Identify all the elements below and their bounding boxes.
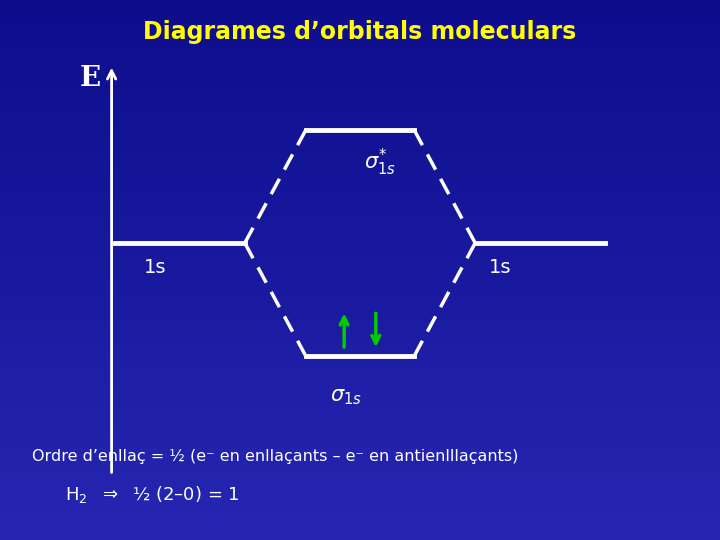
Text: 1s: 1s (489, 258, 512, 277)
Text: 1s: 1s (143, 258, 166, 277)
Text: Diagrames d’orbitals moleculars: Diagrames d’orbitals moleculars (143, 21, 577, 44)
Text: $\sigma_{1s}$: $\sigma_{1s}$ (330, 387, 361, 407)
Text: $\mathrm{H_2}$  $\Rightarrow$  ½ (2–0) = 1: $\mathrm{H_2}$ $\Rightarrow$ ½ (2–0) = 1 (65, 484, 240, 504)
Text: Ordre d’enllaç = ½ (e⁻ en enllaçants – e⁻ en antienlllaçants): Ordre d’enllaç = ½ (e⁻ en enllaçants – e… (32, 449, 519, 464)
Text: E: E (79, 65, 101, 92)
Text: $\sigma_{1s}^{*}$: $\sigma_{1s}^{*}$ (364, 146, 395, 178)
